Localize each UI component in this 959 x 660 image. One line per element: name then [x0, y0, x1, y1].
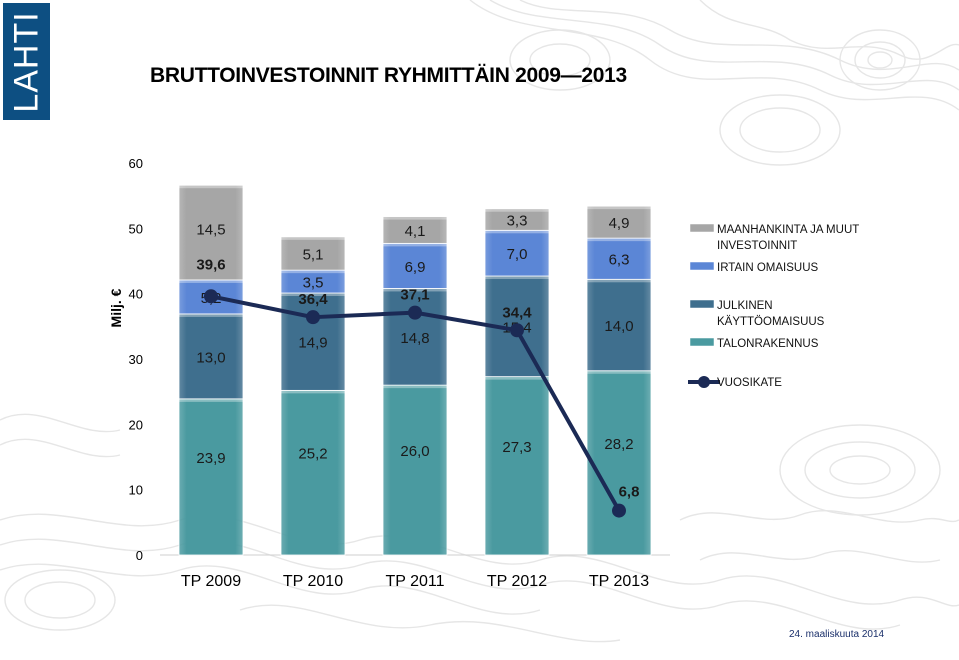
bar-segment-highlight	[485, 376, 549, 380]
bar-value-label: 27,3	[502, 439, 531, 456]
legend-swatch	[689, 223, 715, 233]
bar-segment-highlight	[383, 288, 447, 292]
y-tick-label: 60	[129, 156, 143, 171]
x-tick-label: TP 2010	[283, 573, 343, 590]
vuosikate-label: 34,4	[502, 304, 532, 321]
legend-swatch	[689, 261, 715, 271]
legend-label: KÄYTTÖOMAISUUS	[717, 316, 825, 328]
bar-value-label: 4,1	[405, 223, 426, 240]
vuosikate-marker	[204, 289, 218, 304]
legend-label: MAANHANKINTA JA MUUT	[717, 224, 859, 236]
legend-swatch	[689, 299, 715, 309]
legend-label: VUOSIKATE	[717, 377, 782, 389]
bar-segment	[178, 313, 244, 400]
bar-segment-highlight	[485, 208, 549, 212]
vuosikate-marker	[612, 503, 626, 518]
bar-value-label: 6,3	[609, 252, 630, 269]
y-tick-label: 10	[129, 483, 143, 498]
bar-segment-highlight	[485, 230, 549, 234]
bar-value-label: 4,9	[609, 215, 630, 232]
bar-segment-highlight	[179, 398, 243, 402]
bar-segment	[382, 216, 448, 244]
bar-segment	[280, 236, 346, 271]
bar-segment-highlight	[179, 185, 243, 189]
bar-value-label: 5,1	[303, 246, 324, 263]
bar-segment-highlight	[587, 238, 651, 242]
bar-value-label: 25,2	[298, 446, 327, 463]
bar-value-label: 14,9	[298, 335, 327, 352]
vuosikate-marker	[510, 323, 524, 338]
bar-value-label: 14,5	[196, 222, 225, 239]
bar-segment-highlight	[383, 385, 447, 389]
y-tick-label: 0	[136, 548, 143, 563]
legend-label: INVESTOINNIT	[717, 240, 797, 252]
bar-value-label: 6,9	[405, 259, 426, 276]
bar-value-label: 3,5	[303, 275, 324, 292]
bar-segment	[586, 370, 652, 556]
legend-marker	[698, 376, 710, 388]
x-tick-label: TP 2009	[181, 573, 241, 590]
bar-segment-highlight	[587, 206, 651, 210]
bar-segment	[484, 376, 550, 556]
bar-segment-highlight	[587, 370, 651, 374]
bar-segment	[382, 242, 448, 289]
x-tick-label: TP 2013	[589, 573, 649, 590]
footer-date: 24. maaliskuuta 2014	[789, 629, 885, 640]
bar-segment-highlight	[383, 216, 447, 220]
bar-value-label: 26,0	[400, 443, 429, 460]
lahti-logo: LAHTI	[3, 3, 50, 120]
bar-segment	[382, 288, 448, 386]
y-tick-label: 20	[129, 417, 143, 432]
bar-segment	[178, 184, 244, 281]
vuosikate-label: 37,1	[400, 287, 429, 304]
legend-swatch	[689, 337, 715, 347]
bar-value-label: 7,0	[507, 246, 528, 263]
bar-value-label: 23,9	[196, 450, 225, 467]
bar-segment-highlight	[587, 279, 651, 283]
chart-title: BRUTTOINVESTOINNIT RYHMITTÄIN 2009—2013	[150, 64, 627, 87]
y-tick-label: 50	[129, 221, 143, 236]
bar-segment-highlight	[281, 390, 345, 394]
bar-value-label: 3,3	[507, 213, 528, 230]
bar-segment-highlight	[485, 276, 549, 280]
bar-value-label: 14,0	[604, 318, 633, 335]
bar-segment-highlight	[281, 293, 345, 297]
bar-segment	[280, 389, 346, 556]
vuosikate-label: 39,6	[196, 256, 225, 273]
bar-segment	[484, 229, 550, 277]
bar-segment	[382, 384, 448, 556]
y-axis-label: Milj. €	[108, 288, 124, 327]
bar-segment-highlight	[281, 270, 345, 274]
bar-value-label: 28,2	[604, 436, 633, 453]
vuosikate-marker	[306, 310, 320, 325]
bar-segment	[484, 208, 550, 231]
legend-label: JULKINEN	[717, 300, 773, 312]
bar-segment	[178, 398, 244, 556]
bar-segment-highlight	[179, 279, 243, 283]
legend-label: TALONRAKENNUS	[717, 338, 819, 350]
y-tick-label: 30	[129, 352, 143, 367]
bar-segment-highlight	[179, 313, 243, 317]
y-tick-label: 40	[129, 287, 143, 302]
bar-value-label: 13,0	[196, 349, 225, 366]
vuosikate-label: 6,8	[619, 484, 640, 501]
vuosikate-label: 36,4	[298, 291, 328, 308]
legend-label: IRTAIN OMAISUUS	[717, 262, 818, 274]
vuosikate-marker	[408, 305, 422, 320]
bar-segment	[586, 205, 652, 239]
x-tick-label: TP 2012	[487, 573, 547, 590]
bar-segment-highlight	[383, 243, 447, 247]
bar-value-label: 14,8	[400, 330, 429, 347]
bar-segment-highlight	[281, 236, 345, 240]
x-tick-label: TP 2011	[385, 573, 444, 590]
